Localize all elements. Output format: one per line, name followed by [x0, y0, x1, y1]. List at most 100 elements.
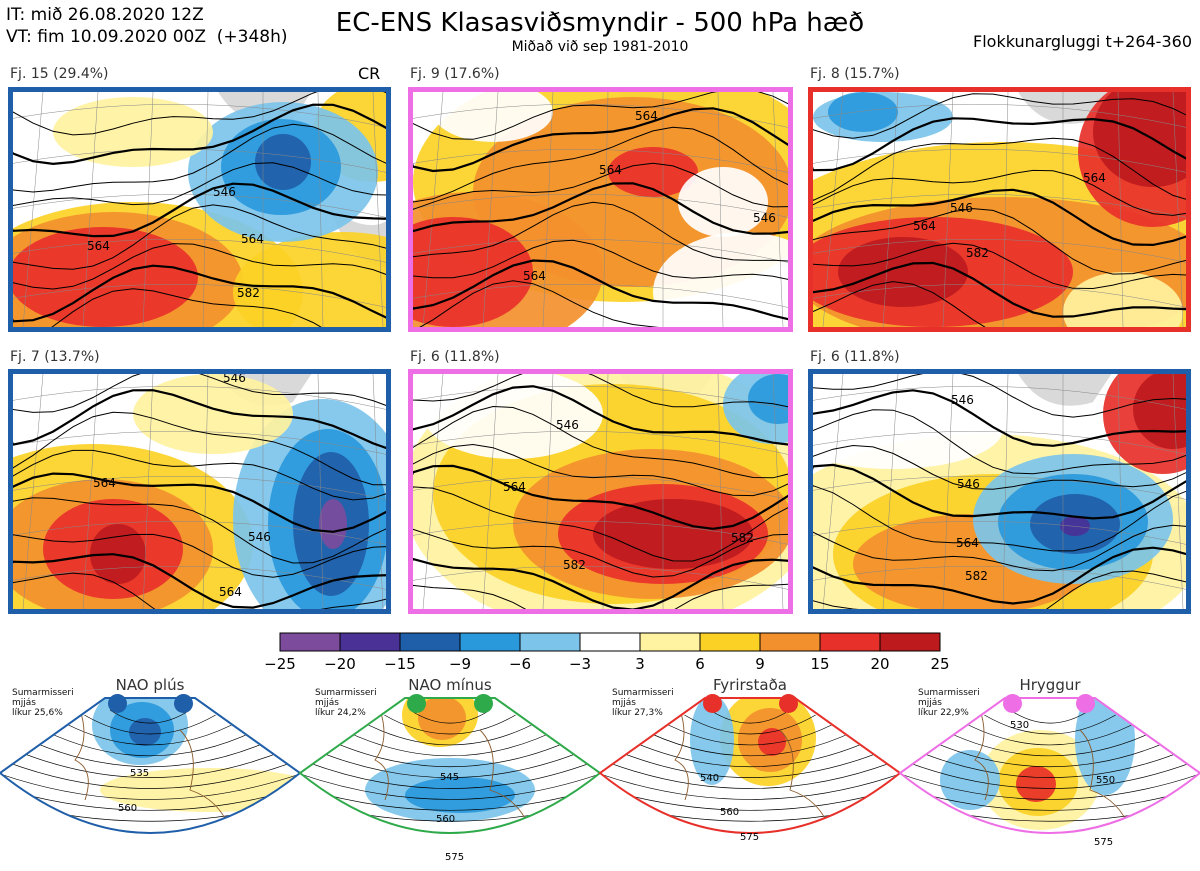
- graticule-line: [413, 283, 788, 308]
- regime-2-stat: mjjás: [315, 698, 339, 708]
- graticule-line: [13, 238, 386, 263]
- regime-contour: [684, 714, 816, 735]
- colorbar-segment: [459, 632, 521, 652]
- regime-contour: [600, 749, 900, 811]
- colorbar-tick-label: −15: [384, 655, 416, 673]
- anomaly-region: [413, 217, 533, 327]
- regime-2-text: Sumarmisseri mjjás líkur 24,2%: [315, 688, 377, 718]
- colorbar-segment: [819, 632, 881, 652]
- height-contour: [813, 93, 1186, 139]
- contour-label: 546: [951, 393, 974, 407]
- graticule-line: [202, 374, 209, 609]
- regime-contour: [633, 724, 867, 757]
- height-contour: [13, 572, 386, 609]
- graticule-line: [413, 475, 788, 500]
- graticule-line: [413, 520, 788, 545]
- regime-2-dot-b: [474, 694, 493, 713]
- regime-contour: [300, 754, 600, 822]
- anomaly-map-5: 546 564 582 582: [413, 374, 788, 609]
- regime-coastline: [374, 709, 531, 831]
- regime-2-dot-a: [407, 694, 426, 713]
- graticule-line: [142, 374, 154, 609]
- height-contour: [413, 201, 788, 262]
- regime-anomaly: [405, 777, 515, 813]
- regime-4-stat: mjjás: [918, 698, 942, 708]
- regime-3-title: Fyrirstaða: [713, 676, 787, 694]
- graticule-line: [822, 374, 844, 609]
- height-contour: [413, 464, 788, 530]
- height-contour: [813, 117, 1186, 172]
- anomaly-region: [1060, 516, 1090, 536]
- cluster-map-3: 546 564 582 564: [808, 87, 1191, 332]
- anomaly-region: [828, 92, 898, 132]
- regime-4-dot-a: [1003, 694, 1022, 713]
- anomaly-region: [133, 374, 293, 454]
- colorbar-tick-label: 15: [810, 655, 830, 673]
- regime-contour: [84, 714, 216, 735]
- page-subtitle: Miðað við sep 1981-2010: [511, 39, 689, 55]
- height-contour: [13, 182, 386, 238]
- contour-label: 564: [523, 269, 546, 283]
- regime-contour: [658, 719, 842, 746]
- anomaly-map-2: 564 564 546 564: [413, 92, 788, 327]
- height-contour: [13, 389, 386, 450]
- regime-contour: [607, 729, 893, 768]
- regime-fan-border: [298, 697, 602, 834]
- regime-contour: [7, 729, 293, 768]
- graticule-line: [772, 92, 784, 327]
- regime-2-prob: líkur 24,2%: [315, 708, 366, 718]
- contour-label: 564: [87, 239, 110, 253]
- height-contour: [13, 204, 386, 270]
- anomaly-region: [233, 232, 386, 327]
- panel-label-1: Fj. 15 (29.4%): [10, 66, 109, 82]
- height-contour: [413, 443, 788, 497]
- graticule-line: [82, 92, 99, 327]
- graticule-line: [882, 92, 899, 327]
- panel-cr-tag: CR: [358, 64, 381, 83]
- anomaly-region: [433, 92, 553, 142]
- contour-label: 546: [950, 201, 973, 215]
- regime-contour: [709, 709, 791, 724]
- cluster-map-1: 546 564 582 564: [8, 87, 391, 332]
- height-contour: [813, 485, 1186, 552]
- regime-coastline: [74, 709, 231, 831]
- vt-line: VT: fim 10.09.2020 00Z (+348h): [6, 27, 288, 47]
- graticule-line: [602, 374, 609, 609]
- graticule-line: [482, 374, 499, 609]
- anomaly-map-1: 546 564 582 564: [13, 92, 386, 327]
- contour-label: 564: [219, 585, 242, 599]
- height-contour: [813, 444, 1186, 490]
- regime-anomaly: [758, 728, 786, 756]
- regime-1-dot-b: [174, 694, 193, 713]
- regime-contour-label: 535: [130, 768, 149, 779]
- height-contour: [813, 524, 1186, 572]
- graticule-line: [422, 92, 444, 327]
- anomaly-map-4: 546 564 546 564: [13, 374, 386, 609]
- height-contour: [13, 553, 386, 609]
- height-contour: [13, 123, 386, 193]
- graticule-line: [413, 430, 788, 455]
- cluster-map-6: 546 564 582 546: [808, 369, 1191, 614]
- regime-contour-label: 575: [740, 832, 759, 843]
- regime-contour-label: 575: [445, 852, 464, 863]
- regime-3-season: Sumarmisseri: [612, 688, 674, 698]
- height-contour: [13, 103, 386, 166]
- contour-label: 564: [241, 232, 264, 246]
- anomaly-region: [593, 499, 753, 569]
- regime-contour: [900, 749, 1200, 811]
- panel-label-5: Fj. 6 (11.8%): [410, 349, 500, 365]
- height-contour: [813, 261, 1186, 318]
- regime-4-prob: líkur 22,9%: [918, 708, 969, 718]
- colorbar-tick-label: −6: [508, 655, 532, 673]
- graticule-line: [22, 374, 44, 609]
- anomaly-region: [678, 167, 768, 237]
- height-contour: [413, 557, 788, 609]
- graticule-line: [13, 475, 386, 500]
- graticule-line: [82, 374, 99, 609]
- graticule-line: [813, 475, 1186, 500]
- contour-label: 564: [913, 219, 936, 233]
- regime-contour: [109, 709, 191, 724]
- graticule-line: [413, 238, 788, 263]
- regime-3-dot-b: [779, 694, 798, 713]
- regime-contour: [958, 719, 1142, 746]
